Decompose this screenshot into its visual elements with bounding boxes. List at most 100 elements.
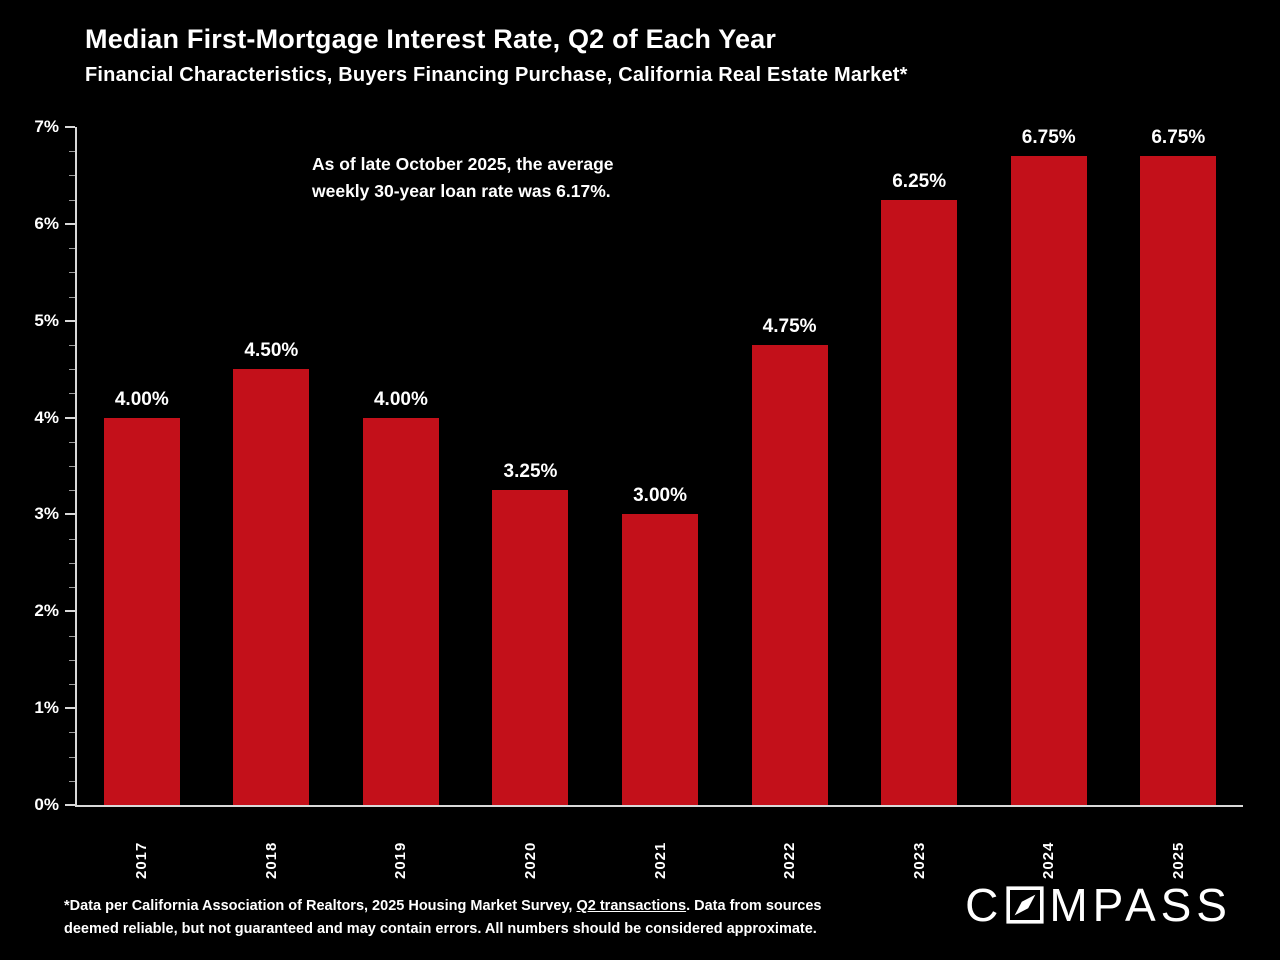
- bar-2021: [622, 514, 699, 805]
- y-axis-minor-tick: [69, 635, 75, 637]
- y-axis-minor-tick: [69, 756, 75, 758]
- x-axis-label: 2017: [133, 841, 151, 879]
- footnote-line-1: *Data per California Association of Real…: [64, 895, 821, 918]
- y-axis-label: 0%: [34, 795, 59, 814]
- bar-series: 4.00% 4.50% 4.00% 3.25% 3.00% 4.75% 6.25% 6.75%…: [77, 127, 1243, 805]
- bar-value-label: 4.00%: [114, 388, 169, 410]
- y-axis-tick: [65, 610, 75, 613]
- x-axis-label: 2025: [1169, 841, 1187, 879]
- x-axis: 2017 2018 2019 2020 2021 2022 2023 2024 2025: [77, 813, 1243, 879]
- x-label-slot: 2022: [725, 813, 855, 879]
- y-axis-minor-tick: [69, 369, 75, 371]
- y-axis-minor-tick: [69, 780, 75, 782]
- y-axis-minor-tick: [69, 248, 75, 250]
- footnote-text: . Data from sources: [686, 898, 822, 914]
- x-label-slot: 2023: [854, 813, 984, 879]
- bar-slot: 6.75%: [1114, 127, 1244, 805]
- bar-2023: [881, 199, 958, 805]
- y-axis-minor-tick: [69, 296, 75, 298]
- bar-value-label: 6.75%: [1021, 127, 1076, 148]
- x-label-slot: 2024: [984, 813, 1114, 879]
- bar-2019: [362, 417, 439, 805]
- y-axis-minor-tick: [69, 344, 75, 346]
- bar-value-label: 4.00%: [373, 388, 428, 410]
- x-label-slot: 2021: [595, 813, 725, 879]
- plot-area: 0% 1% 2% 3% 4% 5% 6% 7% 4.00% 4.50% 4.00% 3.25% 3.0…: [34, 117, 1243, 879]
- y-axis-minor-tick: [69, 393, 75, 395]
- y-axis-minor-tick: [69, 659, 75, 661]
- y-axis-tick: [65, 707, 75, 710]
- y-axis-tick: [65, 513, 75, 516]
- chart-subtitle: Financial Characteristics, Buyers Financ…: [85, 64, 908, 86]
- x-axis-label: 2024: [1040, 841, 1058, 879]
- bar-2025: [1140, 156, 1217, 805]
- bar-2017: [103, 417, 180, 805]
- bar-slot: 6.75%: [984, 127, 1114, 805]
- y-axis-minor-tick: [69, 151, 75, 153]
- bar-value-label: 3.00%: [633, 485, 687, 507]
- bar-slot: 4.50%: [207, 127, 337, 805]
- y-axis-tick: [65, 126, 75, 128]
- footnote: *Data per California Association of Real…: [64, 895, 821, 941]
- bar-slot: 4.75%: [725, 127, 855, 805]
- y-axis-label: 5%: [34, 310, 59, 330]
- annotation: As of late October 2025, the average wee…: [312, 151, 614, 205]
- y-axis-minor-tick: [69, 199, 75, 201]
- x-label-slot: 2018: [207, 813, 337, 879]
- bar-value-label: 6.75%: [1151, 127, 1206, 148]
- bar-2024: [1010, 156, 1087, 805]
- compass-logo: C MPASS: [965, 882, 1232, 928]
- y-axis-tick: [65, 804, 75, 806]
- annotation-line-1: As of late October 2025, the average: [312, 154, 614, 174]
- x-axis-label: 2021: [651, 841, 669, 879]
- y-axis-minor-tick: [69, 562, 75, 564]
- footnote-line-2: deemed reliable, but not guaranteed and …: [64, 921, 817, 937]
- bar-value-label: 4.75%: [762, 315, 817, 337]
- bar-slot: 3.00%: [595, 127, 725, 805]
- bar-2020: [492, 490, 569, 805]
- y-axis-minor-tick: [69, 466, 75, 467]
- x-label-slot: 2017: [77, 813, 207, 879]
- x-axis-label: 2018: [262, 841, 280, 879]
- bar-value-label: 6.25%: [892, 170, 947, 192]
- chart-title: Median First-Mortgage Interest Rate, Q2 …: [85, 24, 777, 54]
- y-axis-minor-tick: [69, 175, 75, 177]
- annotation-line-2: weekly 30-year loan rate was 6.17%.: [312, 181, 611, 201]
- bar-slot: 6.25%: [854, 127, 984, 805]
- footnote-text: *Data per California Association of Real…: [64, 898, 577, 914]
- y-axis-label: 7%: [34, 117, 59, 136]
- x-axis-label: 2019: [392, 841, 410, 879]
- logo-text-c: C: [965, 879, 1004, 931]
- bar-slot: 4.00%: [77, 127, 207, 805]
- y-axis-minor-tick: [69, 683, 75, 685]
- x-label-slot: 2020: [466, 813, 596, 879]
- x-axis-label: 2022: [781, 841, 799, 879]
- x-label-slot: 2025: [1114, 813, 1244, 879]
- y-axis-label: 4%: [34, 407, 59, 427]
- y-axis-minor-tick: [69, 587, 75, 589]
- y-axis-tick: [65, 416, 75, 419]
- y-axis-minor-tick: [69, 538, 75, 540]
- bar-2022: [751, 344, 828, 805]
- bar-2018: [233, 369, 310, 805]
- x-label-slot: 2019: [336, 813, 466, 879]
- compass-needle-icon: [1006, 886, 1044, 924]
- y-axis-label: 6%: [34, 213, 59, 233]
- y-axis-minor-tick: [69, 490, 75, 492]
- bar-slot: 4.00%: [336, 127, 466, 805]
- bar-value-label: 4.50%: [244, 340, 299, 362]
- bar-value-label: 3.25%: [503, 461, 558, 483]
- y-axis-minor-tick: [69, 441, 75, 443]
- y-axis-label: 1%: [34, 698, 59, 718]
- x-axis-label: 2020: [521, 841, 539, 879]
- bar-slot: 3.25%: [466, 127, 596, 805]
- y-axis-minor-tick: [69, 732, 75, 734]
- footnote-link-q2-transactions: Q2 transactions: [576, 898, 687, 914]
- y-axis-tick: [65, 319, 75, 322]
- y-axis-tick: [65, 222, 75, 225]
- y-axis-minor-tick: [69, 272, 75, 274]
- y-axis-label: 2%: [34, 601, 59, 621]
- logo-text-mpass: MPASS: [1049, 879, 1232, 931]
- x-axis-label: 2023: [910, 841, 928, 879]
